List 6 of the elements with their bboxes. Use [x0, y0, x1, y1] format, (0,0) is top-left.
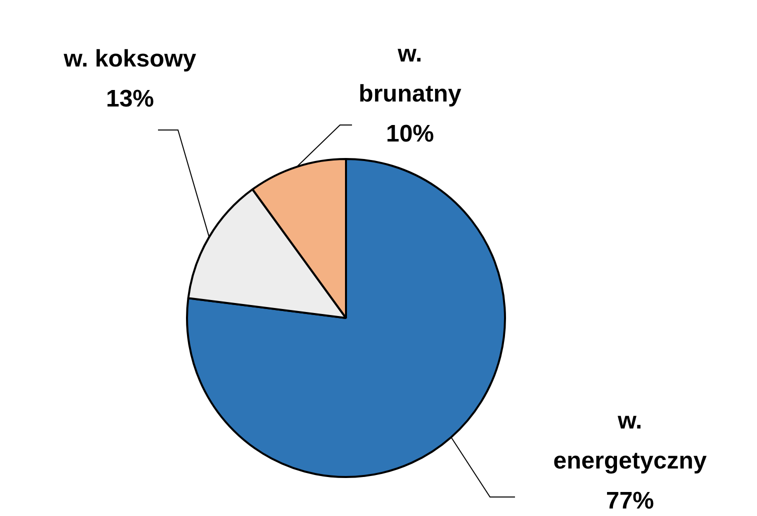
slice-label: w. koksowy	[62, 46, 197, 73]
slice-label: w. brunatny	[358, 40, 462, 108]
data-label: 10%	[386, 120, 434, 148]
slice-label: w. energetyczny	[553, 408, 708, 475]
data-label: 77%	[606, 488, 654, 515]
data-label: 13%	[106, 86, 154, 113]
